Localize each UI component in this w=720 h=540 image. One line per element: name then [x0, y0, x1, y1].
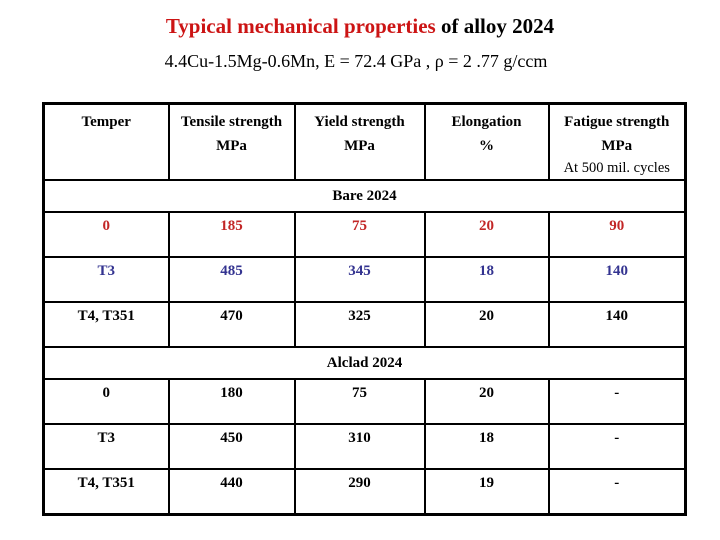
cell-elongation: 19: [423, 468, 550, 515]
cell-tensile: 180: [167, 378, 296, 425]
cell-yield: 290: [293, 468, 426, 515]
page-subtitle: 4.4Cu-1.5Mg-0.6Mn, E = 72.4 GPa , ρ = 2 …: [164, 51, 548, 71]
cell-elongation: 18: [423, 423, 550, 470]
table-row: T4, T351 470 325 20 140: [42, 301, 687, 348]
header-yield-unit: MPa: [344, 138, 375, 154]
cell-tensile: 470: [167, 301, 296, 348]
table-row: T3 485 345 18 140: [42, 256, 687, 303]
cell-elongation: 20: [423, 378, 550, 425]
header-fatigue-unit: MPa: [601, 138, 633, 154]
header-temper-label: Temper: [81, 114, 131, 130]
cell-temper: T4, T351: [42, 468, 170, 515]
cell-fatigue: -: [547, 468, 687, 515]
cell-fatigue: 90: [547, 211, 687, 258]
cell-temper: 0: [42, 378, 170, 425]
cell-temper: T3: [42, 423, 170, 470]
section-label-bare-2024: Bare 2024: [42, 179, 687, 213]
header-fatigue-label: Fatigue strength: [564, 114, 670, 130]
cell-fatigue: -: [547, 378, 687, 425]
cell-fatigue: 140: [547, 301, 687, 348]
table-row: 0 180 75 20 -: [42, 378, 687, 425]
table-header-row: Temper Tensile strength MPa Yield streng…: [42, 102, 687, 181]
page-title-highlight: Typical mechanical properties: [165, 14, 436, 38]
header-yield-strength: Yield strength MPa: [293, 102, 426, 181]
cell-temper: T4, T351: [42, 301, 170, 348]
header-temper: Temper: [42, 102, 170, 181]
cell-yield: 75: [293, 211, 426, 258]
header-tensile-strength: Tensile strength MPa: [167, 102, 296, 181]
cell-yield: 75: [293, 378, 426, 425]
cell-tensile: 440: [167, 468, 296, 515]
section-label-alclad-2024: Alclad 2024: [42, 346, 687, 380]
cell-elongation: 20: [423, 301, 550, 348]
section-row-bare: Bare 2024: [42, 179, 687, 213]
header-fatigue-note: At 500 mil. cycles: [563, 160, 670, 176]
cell-elongation: 18: [423, 256, 550, 303]
header-yield-label: Yield strength: [314, 114, 405, 130]
page-title: Typical mechanical properties of alloy 2…: [0, 14, 720, 39]
header-fatigue-strength: Fatigue strength MPa At 500 mil. cycles: [547, 102, 687, 181]
header-elongation-unit: %: [479, 138, 494, 154]
cell-tensile: 450: [167, 423, 296, 470]
header-elongation-label: Elongation: [451, 114, 522, 130]
section-row-alclad: Alclad 2024: [42, 346, 687, 380]
cell-temper: 0: [42, 211, 170, 258]
cell-yield: 310: [293, 423, 426, 470]
page-title-rest: of alloy 2024: [435, 14, 555, 38]
properties-table: Temper Tensile strength MPa Yield streng…: [42, 102, 687, 516]
cell-fatigue: -: [547, 423, 687, 470]
cell-elongation: 20: [423, 211, 550, 258]
header-tensile-unit: MPa: [216, 138, 247, 154]
header-elongation: Elongation %: [423, 102, 550, 181]
header-tensile-label: Tensile strength: [180, 114, 283, 130]
cell-tensile: 185: [167, 211, 296, 258]
cell-tensile: 485: [167, 256, 296, 303]
cell-yield: 345: [293, 256, 426, 303]
table-row: 0 185 75 20 90: [42, 211, 687, 258]
table-row: T4, T351 440 290 19 -: [42, 468, 687, 515]
cell-fatigue: 140: [547, 256, 687, 303]
cell-yield: 325: [293, 301, 426, 348]
cell-temper: T3: [42, 256, 170, 303]
table-row: T3 450 310 18 -: [42, 423, 687, 470]
